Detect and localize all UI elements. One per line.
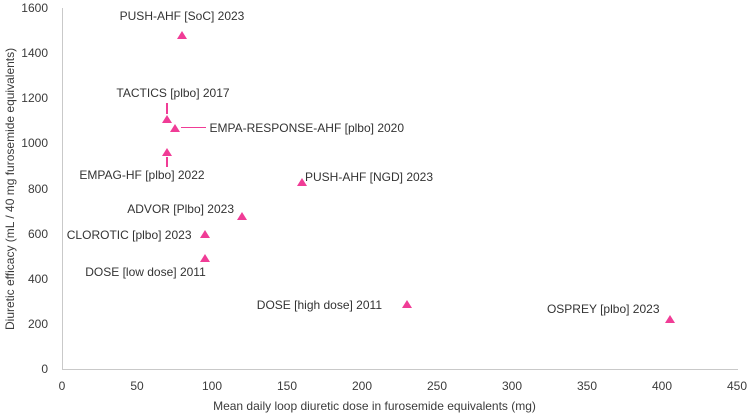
x-tick-label: 150 <box>276 379 298 393</box>
data-point-label: EMPAG-HF [plbo] 2022 <box>79 168 205 183</box>
y-tick-label: 1000 <box>21 136 48 151</box>
leader-line <box>166 157 168 168</box>
data-point-marker <box>162 114 172 123</box>
y-tick-label: 800 <box>27 181 48 196</box>
x-tick-label: 0 <box>58 379 66 393</box>
data-point-marker <box>169 123 180 132</box>
y-tick-label: 0 <box>41 362 48 376</box>
y-tick-label: 600 <box>27 226 48 241</box>
x-tick-label: 350 <box>576 379 598 393</box>
data-point-label: DOSE [high dose] 2011 <box>256 297 382 312</box>
leader-line <box>166 102 168 114</box>
data-point-label: CLOROTIC [plbo] 2023 <box>66 227 192 242</box>
x-tick-label: 400 <box>651 379 673 393</box>
data-point-marker <box>177 31 187 40</box>
data-point-label: TACTICS [plbo] 2017 <box>116 85 230 100</box>
data-point-label: DOSE [low dose] 2011 <box>85 265 206 280</box>
data-point-marker <box>199 254 210 263</box>
data-point-marker <box>162 148 172 157</box>
y-tick-label: 1600 <box>21 1 48 15</box>
y-tick-label: 1400 <box>21 46 48 61</box>
y-tick-label: 400 <box>27 271 48 286</box>
data-point-label: ADVOR [Plbo] 2023 <box>127 201 234 216</box>
data-point-marker <box>297 177 307 186</box>
data-point-label: OSPREY [plbo] 2023 <box>546 302 660 317</box>
plot-area <box>62 8 738 370</box>
y-tick-label: 1200 <box>21 91 48 106</box>
data-point-marker <box>664 315 675 324</box>
x-tick-label: 100 <box>201 379 223 393</box>
leader-line <box>180 126 206 129</box>
y-tick-label: 200 <box>27 316 48 331</box>
data-point-label: PUSH-AHF [SoC] 2023 <box>119 9 245 24</box>
data-point-label: EMPA-RESPONSE-AHF [plbo] 2020 <box>209 120 405 135</box>
data-point-marker <box>402 299 412 308</box>
x-tick-label: 300 <box>501 379 523 393</box>
x-tick-label: 450 <box>726 379 748 393</box>
x-tick-label: 50 <box>130 379 144 393</box>
x-axis-title: Mean daily loop diuretic dose in furosem… <box>213 399 536 413</box>
x-tick-label: 250 <box>426 379 448 393</box>
data-point-marker <box>199 229 210 238</box>
data-point-label: PUSH-AHF [NGD] 2023 <box>305 169 434 184</box>
x-tick-label: 200 <box>351 379 373 393</box>
data-point-marker <box>237 211 247 220</box>
